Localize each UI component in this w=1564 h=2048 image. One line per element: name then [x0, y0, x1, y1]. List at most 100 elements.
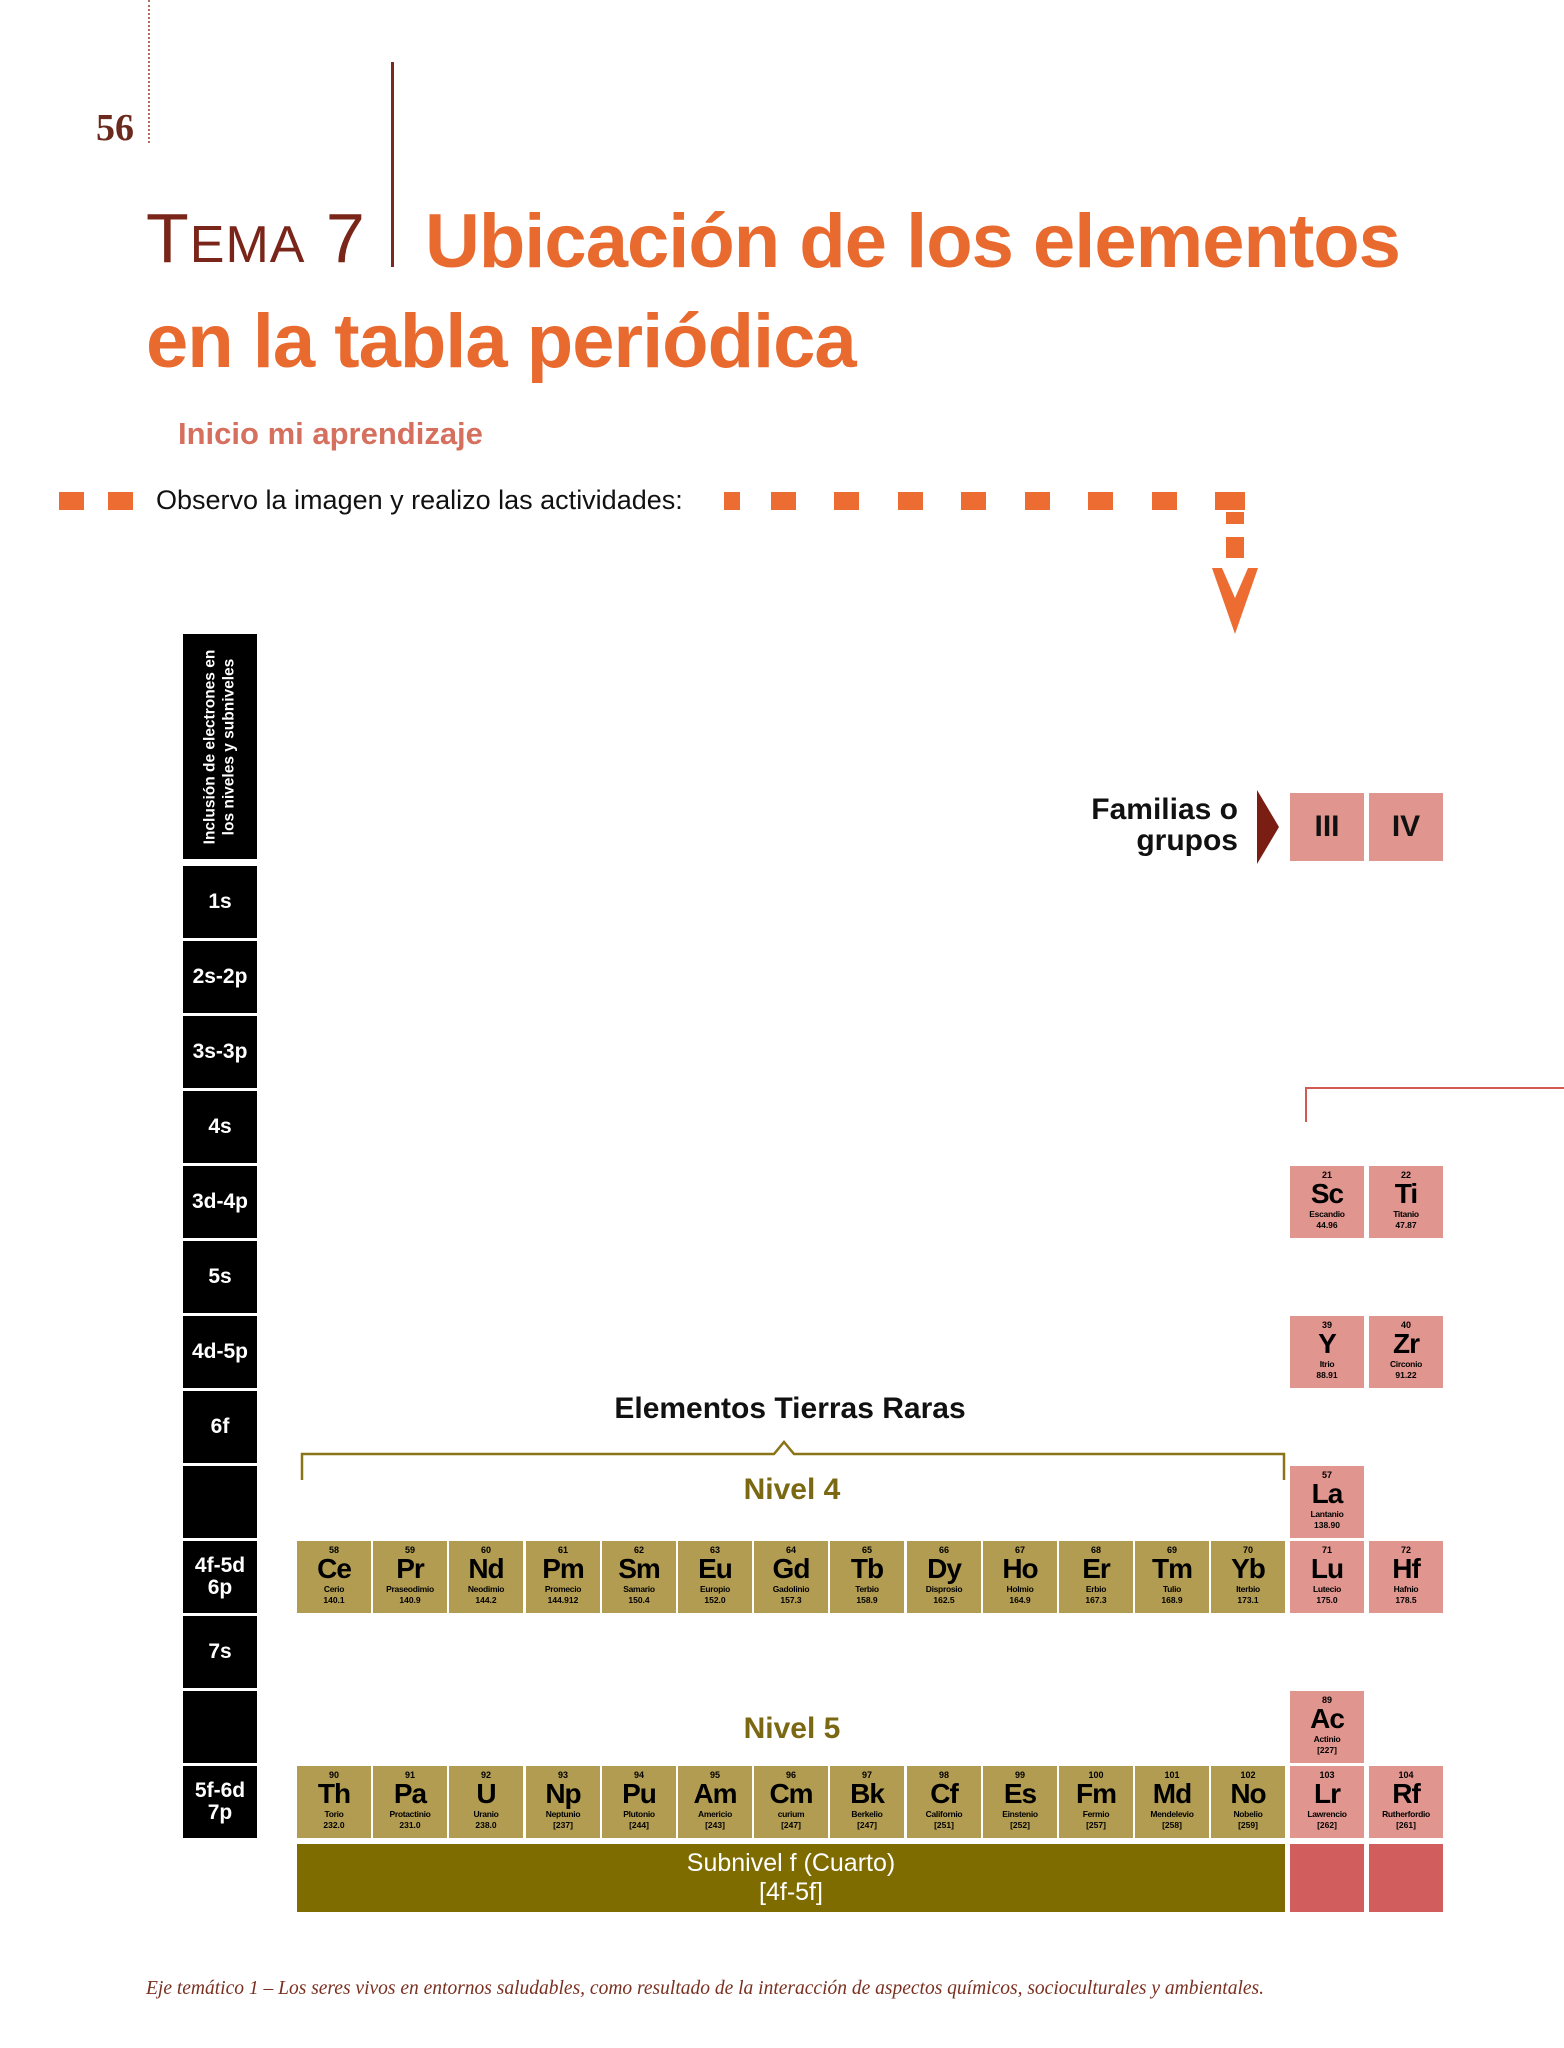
- level-cell: [183, 1691, 257, 1763]
- element-symbol: U: [476, 1778, 496, 1809]
- element-symbol: Md: [1152, 1778, 1192, 1809]
- element-number: 70: [1242, 1545, 1253, 1555]
- element-name: Titanio: [1393, 1209, 1419, 1219]
- element-mass: 150.4: [628, 1595, 650, 1605]
- level-cell: 6f: [183, 1391, 257, 1463]
- dash: [1025, 492, 1050, 510]
- element-mass: 47.87: [1395, 1220, 1417, 1230]
- element-name: Terbio: [855, 1584, 879, 1594]
- element-symbol: Th: [317, 1778, 351, 1809]
- element-number: 21: [1321, 1170, 1332, 1180]
- dash: [1226, 512, 1244, 524]
- element-number: 62: [633, 1545, 644, 1555]
- element-name: Promecio: [544, 1584, 582, 1594]
- element-number: 40: [1400, 1320, 1411, 1330]
- element-number: 103: [1319, 1770, 1335, 1780]
- element-mass: [237]: [553, 1820, 573, 1830]
- element-symbol: Sc: [1310, 1178, 1344, 1209]
- page-number: 56: [96, 107, 134, 149]
- element-mass: 152.0: [704, 1595, 726, 1605]
- element-tile-u: 92 U Uranio 238.0: [449, 1766, 523, 1838]
- element-tile-th: 90 Th Torio 232.0: [297, 1766, 371, 1838]
- tema-number: 7: [325, 199, 366, 277]
- element-number: 64: [785, 1545, 796, 1555]
- element-symbol: Lu: [1310, 1553, 1344, 1584]
- element-mass: 167.3: [1085, 1595, 1107, 1605]
- level-cell: 1s: [183, 866, 257, 938]
- element-symbol: Cf: [930, 1778, 959, 1809]
- level-cell: 7s: [183, 1616, 257, 1688]
- element-number: 60: [480, 1545, 491, 1555]
- element-name: Iterbio: [1236, 1584, 1260, 1594]
- element-name: Disprosio: [925, 1584, 963, 1594]
- element-number: 39: [1321, 1320, 1332, 1330]
- levels-header: Inclusión de electrones en los niveles y…: [183, 634, 257, 859]
- element-tile-tm: 69 Tm Tulio 168.9: [1135, 1541, 1209, 1613]
- element-name: curium: [777, 1809, 805, 1819]
- element-tile-nd: 60 Nd Neodimio 144.2: [449, 1541, 523, 1613]
- element-tile-pa: 91 Pa Protactinio 231.0: [373, 1766, 447, 1838]
- element-symbol: Ho: [1002, 1553, 1038, 1584]
- element-symbol: Nd: [468, 1553, 504, 1584]
- element-symbol: Sm: [618, 1553, 661, 1584]
- element-tile-lu: 71 Lu Lutecio 175.0: [1290, 1541, 1364, 1613]
- element-number: 93: [557, 1770, 568, 1780]
- element-symbol: Pa: [393, 1778, 427, 1809]
- tema-label: TEMA 7: [146, 198, 366, 278]
- families-label: Familias o grupos: [1091, 793, 1238, 857]
- element-symbol: Fm: [1076, 1778, 1117, 1809]
- element-symbol: Ac: [1310, 1703, 1345, 1734]
- element-symbol: Eu: [698, 1553, 733, 1584]
- element-mass: 164.9: [1009, 1595, 1031, 1605]
- element-symbol: Np: [545, 1778, 581, 1809]
- element-mass: [251]: [934, 1820, 954, 1830]
- element-tile-ce: 58 Ce Cerio 140.1: [297, 1541, 371, 1613]
- element-symbol: Am: [693, 1778, 737, 1809]
- element-mass: 231.0: [399, 1820, 421, 1830]
- level-cell: 4s: [183, 1091, 257, 1163]
- element-tile-am: 95 Am Americio [243]: [678, 1766, 752, 1838]
- element-number: 94: [633, 1770, 644, 1780]
- nivel4-label: Nivel 4: [743, 1473, 841, 1506]
- element-tile-np: 93 Np Neptunio [237]: [526, 1766, 600, 1838]
- margin-dotted-rule: [148, 0, 150, 143]
- element-mass: 88.91: [1316, 1370, 1338, 1380]
- section-subtitle: Inicio mi aprendizaje: [178, 416, 483, 451]
- element-tile-pr: 59 Pr Praseodimio 140.9: [373, 1541, 447, 1613]
- level-cell: 4d-5p: [183, 1316, 257, 1388]
- element-number: 90: [328, 1770, 339, 1780]
- element-name: Erbio: [1085, 1584, 1107, 1594]
- element-tile-cm: 96 Cm curium [247]: [754, 1766, 828, 1838]
- element-number: 95: [709, 1770, 720, 1780]
- element-tile-fm: 100 Fm Fermio [257]: [1059, 1766, 1133, 1838]
- element-name: Hafnio: [1393, 1584, 1419, 1594]
- element-number: 99: [1014, 1770, 1025, 1780]
- element-number: 98: [938, 1770, 949, 1780]
- level-cell: 4f-5d 6p: [183, 1541, 257, 1613]
- level-cell: 5f-6d 7p: [183, 1766, 257, 1838]
- element-mass: [261]: [1396, 1820, 1416, 1830]
- element-name: Lantanio: [1310, 1509, 1344, 1519]
- element-tile-cf: 98 Cf Californio [251]: [907, 1766, 981, 1838]
- tema-rest: EMA: [189, 216, 306, 274]
- element-symbol: Lr: [1314, 1778, 1341, 1809]
- element-number: 96: [785, 1770, 796, 1780]
- element-symbol: No: [1230, 1778, 1266, 1809]
- element-tile-dy: 66 Dy Disprosio 162.5: [907, 1541, 981, 1613]
- element-number: 59: [404, 1545, 415, 1555]
- group4-footer-block: [1369, 1844, 1443, 1912]
- element-symbol: Rf: [1392, 1778, 1421, 1809]
- element-mass: [257]: [1086, 1820, 1106, 1830]
- element-tile-tb: 65 Tb Terbio 158.9: [830, 1541, 904, 1613]
- element-symbol: Gd: [772, 1553, 811, 1584]
- element-mass: [227]: [1317, 1745, 1337, 1755]
- element-tile-no: 102 No Nobelio [259]: [1211, 1766, 1285, 1838]
- group-header-iv: IV: [1369, 793, 1443, 861]
- page-title-line2: en la tabla periódica: [146, 299, 857, 384]
- element-name: Circonio: [1389, 1359, 1423, 1369]
- rare-earth-brace: [300, 1440, 1286, 1480]
- element-mass: 144.2: [475, 1595, 497, 1605]
- arrow-right-icon: [1257, 790, 1279, 864]
- element-tile-lr: 103 Lr Lawrencio [262]: [1290, 1766, 1364, 1838]
- element-number: 69: [1166, 1545, 1177, 1555]
